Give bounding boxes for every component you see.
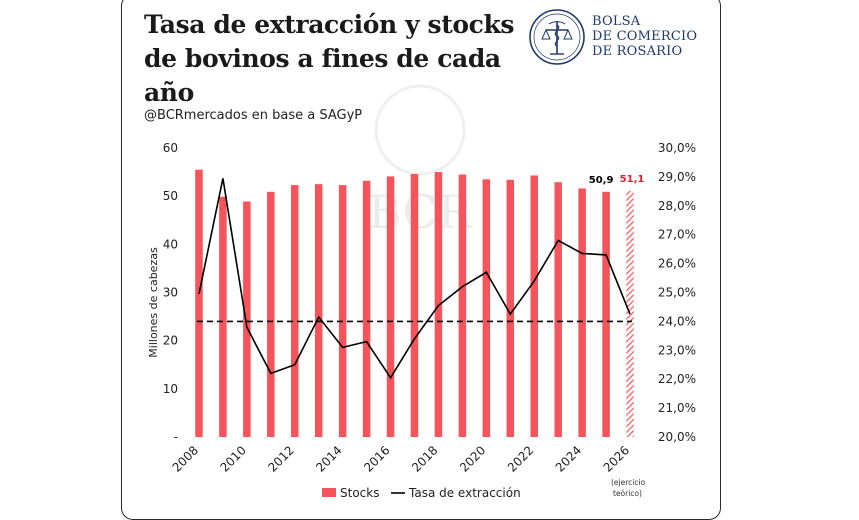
bar-2024 <box>578 188 586 437</box>
logo-line-1: BOLSA <box>592 14 641 29</box>
bar-2013 <box>314 184 323 437</box>
y2-tick-label: 24,0% <box>658 314 696 328</box>
watermark-emblem <box>374 84 466 176</box>
bar-2015 <box>362 180 371 437</box>
y-tick-label: 30 <box>163 286 178 300</box>
y2-tick-label: 22,0% <box>658 372 696 386</box>
legend-label-stocks: Stocks <box>340 486 379 500</box>
bar-2011 <box>267 191 275 437</box>
y-tick-label: 40 <box>163 237 178 251</box>
x-tick-label: 2024 <box>553 443 584 474</box>
bar-2017 <box>410 174 419 437</box>
y2-tick-label: 28,0% <box>658 199 696 213</box>
logo-line-3: DE ROSARIO <box>592 44 683 59</box>
y-tick-label: - <box>174 430 178 444</box>
bar-2025 <box>602 191 610 437</box>
bar-2010 <box>243 201 251 437</box>
x-tick-label: 2010 <box>217 443 248 474</box>
logo-line-2: DE COMERCIO <box>592 29 698 44</box>
data-label-2026: 51,1 <box>620 174 645 185</box>
y-tick-label: 10 <box>163 382 178 396</box>
bcr-logo: BOLSA DE COMERCIO DE ROSARIO <box>528 8 708 68</box>
bar-2014 <box>338 185 347 437</box>
y2-tick-label: 27,0% <box>658 228 696 242</box>
y-tick-label: 60 <box>163 141 178 155</box>
y2-tick-label: 23,0% <box>658 343 696 357</box>
bar-2008 <box>195 169 203 438</box>
y-tick-label: 20 <box>163 334 178 348</box>
x-tick-label: 2018 <box>409 443 440 474</box>
bar-2021 <box>506 179 515 438</box>
source-note: @BCRmercados en base a SAGyP <box>144 108 363 123</box>
bar-2009 <box>219 196 227 437</box>
x-tick-label: 2026 <box>601 443 632 474</box>
bar-2012 <box>291 185 299 437</box>
page-title: Tasa de extracción y stocks de bovinos a… <box>144 10 515 107</box>
bar-2022 <box>530 175 538 437</box>
y2-tick-label: 29,0% <box>658 170 696 184</box>
annotation-line-2: teórico) <box>613 489 642 498</box>
caduceus-scales-icon <box>529 9 585 65</box>
bar-2023 <box>554 182 562 437</box>
bar-2019 <box>458 174 467 437</box>
legend-swatch-stocks <box>322 488 336 497</box>
y-tick-label: 50 <box>163 189 178 203</box>
bar-2016 <box>386 176 395 437</box>
y2-tick-label: 20,0% <box>658 430 696 444</box>
data-label-2025: 50,9 <box>589 175 614 186</box>
watermark-text: BCR <box>368 185 474 239</box>
y-axis-label: Millones de cabezas <box>147 247 160 358</box>
y2-tick-label: 25,0% <box>658 286 696 300</box>
extraction-rate-line <box>198 178 631 380</box>
x-tick-label: 2016 <box>361 443 392 474</box>
bar-2020 <box>482 179 491 437</box>
x-tick-label: 2014 <box>313 443 344 474</box>
annotation-line-1: (ejercicio <box>611 478 646 487</box>
logo-wordmark: BOLSA DE COMERCIO DE ROSARIO <box>592 14 697 59</box>
x-tick-label: 2008 <box>170 443 201 474</box>
y2-tick-label: 26,0% <box>658 257 696 271</box>
x-tick-label: 2020 <box>457 443 488 474</box>
x-tick-label: 2012 <box>265 443 296 474</box>
y2-tick-label: 30,0% <box>658 141 696 155</box>
y2-tick-label: 21,0% <box>658 401 696 415</box>
legend-label-rate: Tasa de extracción <box>408 486 521 500</box>
x-tick-label: 2022 <box>505 443 536 474</box>
